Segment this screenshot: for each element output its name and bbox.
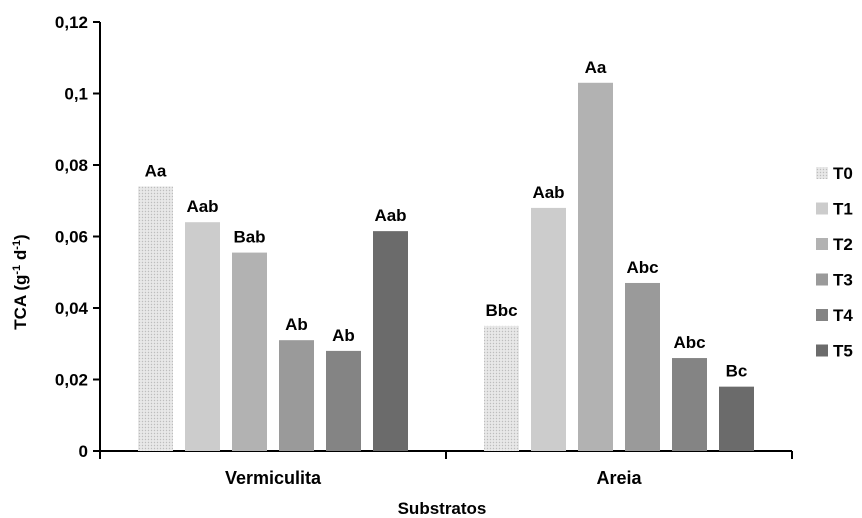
data-label: Abc xyxy=(626,258,658,277)
data-label: Aab xyxy=(532,183,564,202)
bar xyxy=(578,82,613,452)
bar xyxy=(625,282,660,451)
y-tick-label: 0,12 xyxy=(55,13,88,32)
y-axis-title: TCA (g-1 d-1) xyxy=(11,234,30,329)
y-tick-label: 0,02 xyxy=(55,371,88,390)
legend-label: T5 xyxy=(833,342,853,361)
x-axis-title: Substratos xyxy=(398,499,487,518)
legend-label: T4 xyxy=(833,306,853,325)
legend-label: T2 xyxy=(833,235,853,254)
data-label: Bc xyxy=(726,362,748,381)
data-label: Abc xyxy=(673,333,705,352)
bars xyxy=(138,82,754,452)
bar xyxy=(326,350,361,451)
x-category-label: Areia xyxy=(596,468,642,488)
legend-swatch xyxy=(816,344,828,357)
data-label: Aab xyxy=(374,206,406,225)
bar xyxy=(373,231,408,451)
bar xyxy=(185,222,220,451)
axes: 0 0,02 0,04 0,06 0,08 0,1 0,12 Vermiculita Areia xyxy=(55,13,793,488)
data-label: Aa xyxy=(145,161,167,180)
y-tick-label: 0 xyxy=(79,442,88,461)
bar xyxy=(531,207,566,451)
bar xyxy=(138,186,173,451)
y-tick-label: 0,1 xyxy=(64,85,88,104)
data-label: Aab xyxy=(186,197,218,216)
data-label: Ab xyxy=(332,326,355,345)
legend-swatch xyxy=(816,202,828,215)
y-tick-label: 0,04 xyxy=(55,299,89,318)
legend-swatch xyxy=(816,167,828,179)
data-label: Bbc xyxy=(485,301,517,320)
legend-swatch xyxy=(816,309,828,321)
legend: T0 T1 T2 T3 T4 T5 xyxy=(816,164,853,361)
x-category-label: Vermiculita xyxy=(225,468,322,488)
legend-label: T3 xyxy=(833,271,853,290)
y-tick-label: 0,06 xyxy=(55,228,88,247)
bar xyxy=(232,252,267,451)
bar xyxy=(672,358,707,451)
y-tick-label: 0,08 xyxy=(55,156,88,175)
data-label: Bab xyxy=(233,228,265,247)
legend-swatch xyxy=(816,238,828,250)
bar xyxy=(484,325,519,451)
bar xyxy=(719,386,754,451)
data-label: Aa xyxy=(585,58,607,77)
legend-label: T1 xyxy=(833,200,853,219)
bar xyxy=(279,340,314,451)
legend-label: T0 xyxy=(833,164,853,183)
data-labels: Aa Aab Bab Ab Ab Aab Bbc Aab Aa Abc Abc Bc xyxy=(145,58,748,381)
legend-swatch xyxy=(816,273,828,286)
data-label: Ab xyxy=(285,315,308,334)
